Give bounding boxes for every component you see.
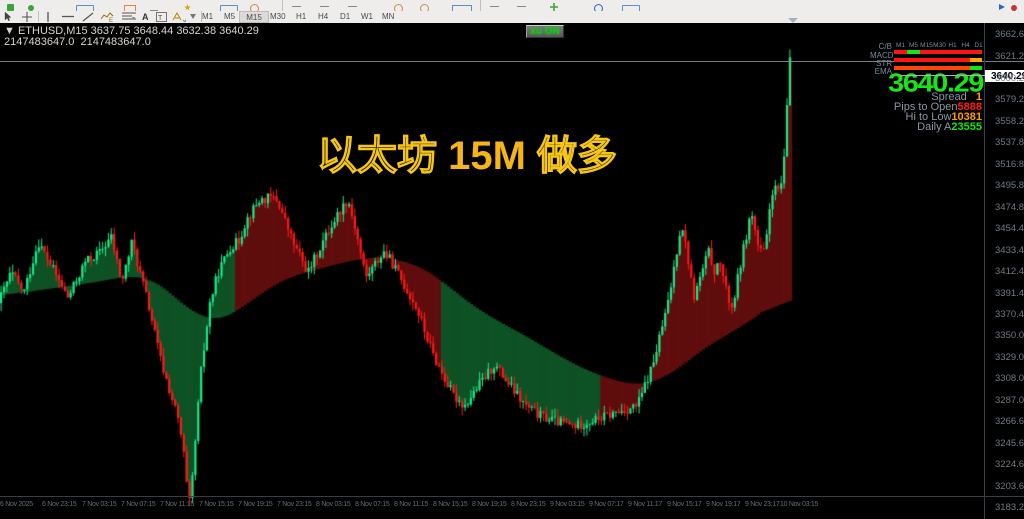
svg-text:T: T (158, 15, 163, 22)
svg-text:E: E (109, 18, 113, 22)
